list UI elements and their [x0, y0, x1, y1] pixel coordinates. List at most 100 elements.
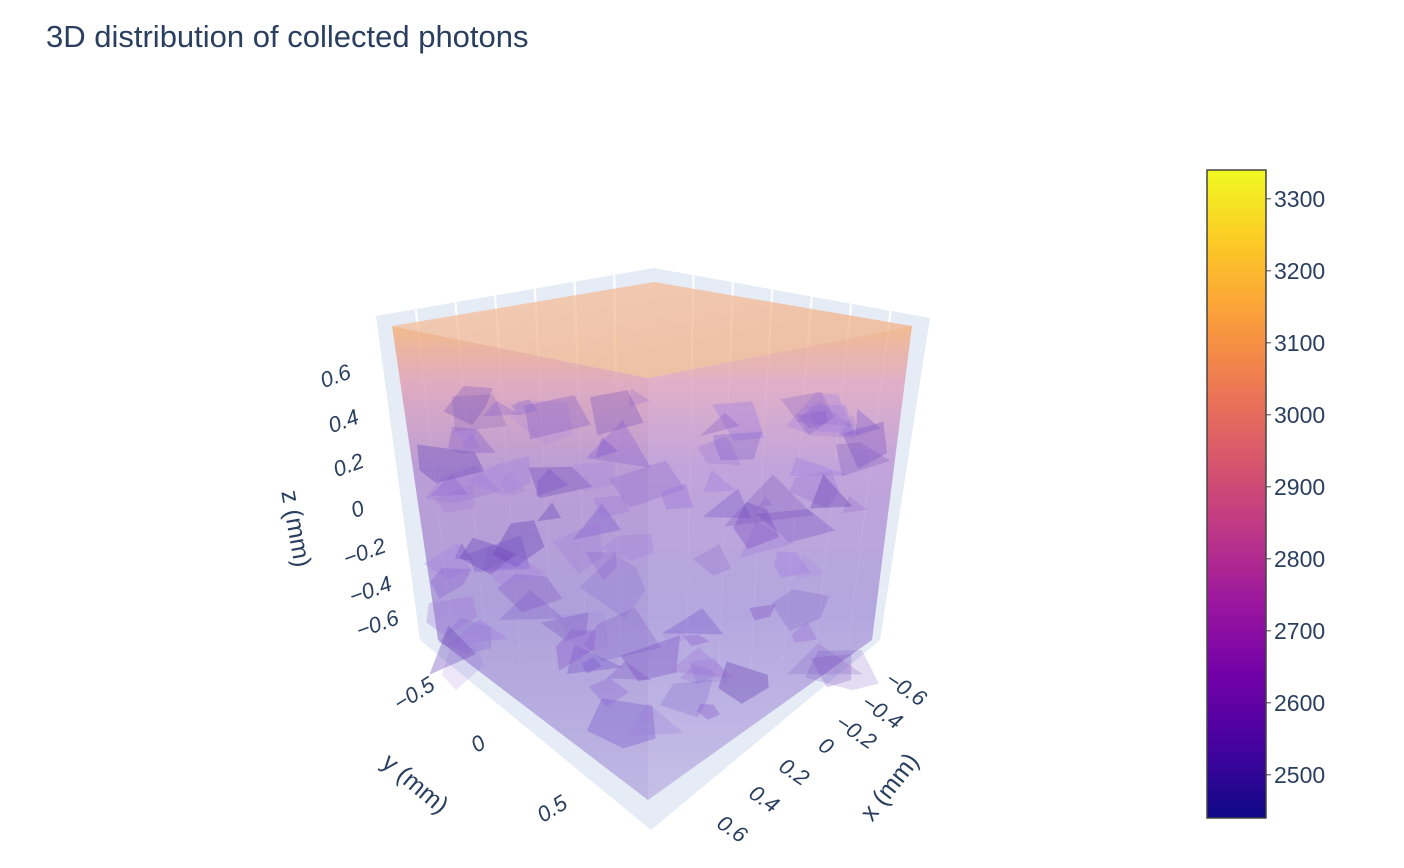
- isosurface-patch: [660, 483, 694, 510]
- isosurface-patch: [810, 474, 853, 509]
- x-tick-label: 0.6: [713, 810, 753, 848]
- isosurface-patch: [467, 455, 531, 496]
- isosurface-patch: [609, 460, 685, 508]
- isosurface-patch: [425, 465, 501, 504]
- isosurface-patch: [467, 535, 531, 572]
- isosurface-patch: [774, 551, 811, 578]
- isosurface-patch: [733, 501, 780, 550]
- colorbar-gradient: [1206, 169, 1267, 819]
- volume-right-face: [648, 326, 912, 800]
- isosurface-patch: [712, 401, 765, 442]
- isosurface-patch: [771, 589, 830, 632]
- isosurface-patch: [426, 596, 478, 637]
- isosurface-patch: [791, 622, 818, 643]
- isosurface-patch: [688, 657, 731, 683]
- isosurface-patch: [423, 542, 471, 580]
- isosurface-patch: [697, 436, 742, 466]
- z-axis-label: z (mm): [275, 488, 316, 569]
- colorbar-tick-label: 3300: [1274, 186, 1325, 212]
- isosurface-patch: [713, 431, 763, 461]
- isosurface-patch: [593, 495, 630, 518]
- y-tick-label: 0: [466, 729, 490, 757]
- isosurface-patch: [755, 509, 836, 543]
- isosurface-patch: [856, 408, 881, 436]
- isosurface-patch: [586, 698, 656, 749]
- isosurface-patch: [572, 503, 622, 540]
- isosurface-patch: [835, 442, 891, 477]
- isosurface-patch: [601, 533, 654, 561]
- z-tick-label: 0.2: [330, 448, 367, 482]
- z-tick-label: −0.4: [346, 571, 395, 609]
- isosurface-patch: [492, 520, 545, 567]
- isosurface-patch: [552, 522, 604, 575]
- colorbar-tick-label: 2500: [1274, 762, 1325, 788]
- isosurface-patch: [585, 552, 617, 581]
- isosurface-patch: [554, 611, 609, 655]
- isosurface-patch: [680, 664, 716, 685]
- isosurface-patch: [485, 555, 547, 585]
- isosurface-patch: [566, 645, 624, 674]
- isosurface-patch: [540, 612, 589, 641]
- y-axis-label: y (mm): [376, 748, 454, 819]
- isosurface-patch: [806, 404, 856, 434]
- isosurface-patch: [536, 468, 569, 497]
- isosurface-patch: [579, 554, 646, 619]
- isosurface-patch: [789, 470, 840, 509]
- isosurface-patch: [483, 546, 524, 571]
- isosurface-patch: [448, 618, 509, 645]
- isosurface-patch: [699, 413, 740, 437]
- z-tick-label: 0: [347, 495, 368, 523]
- isosurface-patch: [430, 568, 472, 599]
- isosurface-patch: [787, 643, 863, 675]
- colorbar-tick-label: 3000: [1274, 402, 1325, 428]
- isosurface-patch: [810, 653, 852, 688]
- isosurface-patch: [804, 650, 879, 691]
- isosurface-patch: [668, 647, 735, 679]
- isosurface-patch: [756, 496, 773, 509]
- colorbar-tick-label: 2700: [1274, 618, 1325, 644]
- isosurface-patch: [448, 426, 496, 454]
- isosurface-patch: [441, 641, 484, 690]
- isosurface-patch: [683, 634, 710, 647]
- x-axis-label: x (mm): [855, 748, 925, 827]
- isosurface-patch: [583, 607, 662, 662]
- isosurface-patch: [696, 704, 720, 720]
- isosurface-patch: [620, 635, 681, 682]
- colorbar-tick-label: 3200: [1274, 258, 1325, 284]
- isosurface-patch: [537, 502, 562, 522]
- volume-body: [392, 282, 912, 800]
- isosurface-patch: [739, 521, 795, 558]
- isosurface-patch: [780, 391, 834, 436]
- isosurface-patch: [497, 573, 563, 613]
- isosurface-patch: [443, 385, 493, 426]
- z-tick-label: 0.6: [317, 359, 355, 393]
- isosurface-patch: [438, 617, 492, 654]
- x-tick-label: 0: [814, 732, 839, 760]
- isosurface-patch: [459, 537, 516, 575]
- isosurface-patch: [433, 482, 475, 513]
- isosurface-patch: [528, 466, 593, 499]
- isosurface-patches: [417, 385, 891, 749]
- isosurface-patch: [430, 473, 468, 496]
- colorbar: 3300 3200 3100 3000 2900 2800 2700 2600 2500: [1206, 169, 1325, 819]
- volume-top-face: [392, 282, 912, 378]
- isosurface-patch: [703, 469, 737, 493]
- isosurface-patch: [462, 433, 480, 452]
- isosurface-patch: [789, 457, 849, 477]
- colorbar-ticks: 3300 3200 3100 3000 2900 2800 2700 2600 2500: [1266, 186, 1325, 788]
- isosurface-patch: [595, 437, 619, 458]
- isosurface-patch: [661, 628, 687, 645]
- isosurface-patch: [510, 400, 574, 445]
- isosurface-patch: [500, 473, 527, 497]
- isosurface-patch: [429, 625, 477, 675]
- isosurface-patch: [796, 410, 828, 429]
- isosurface-patch: [589, 390, 644, 436]
- isosurface-patch: [454, 542, 473, 561]
- 3d-scene[interactable]: 0.60.40.20−0.2−0.4−0.6−0.500.5−0.6−0.4−0…: [275, 268, 932, 848]
- isosurface-patch: [660, 679, 713, 718]
- isosurface-patch: [451, 429, 477, 444]
- z-tick-label: 0.4: [325, 404, 362, 438]
- isosurface-patch: [628, 388, 651, 407]
- isosurface-patch: [581, 656, 602, 674]
